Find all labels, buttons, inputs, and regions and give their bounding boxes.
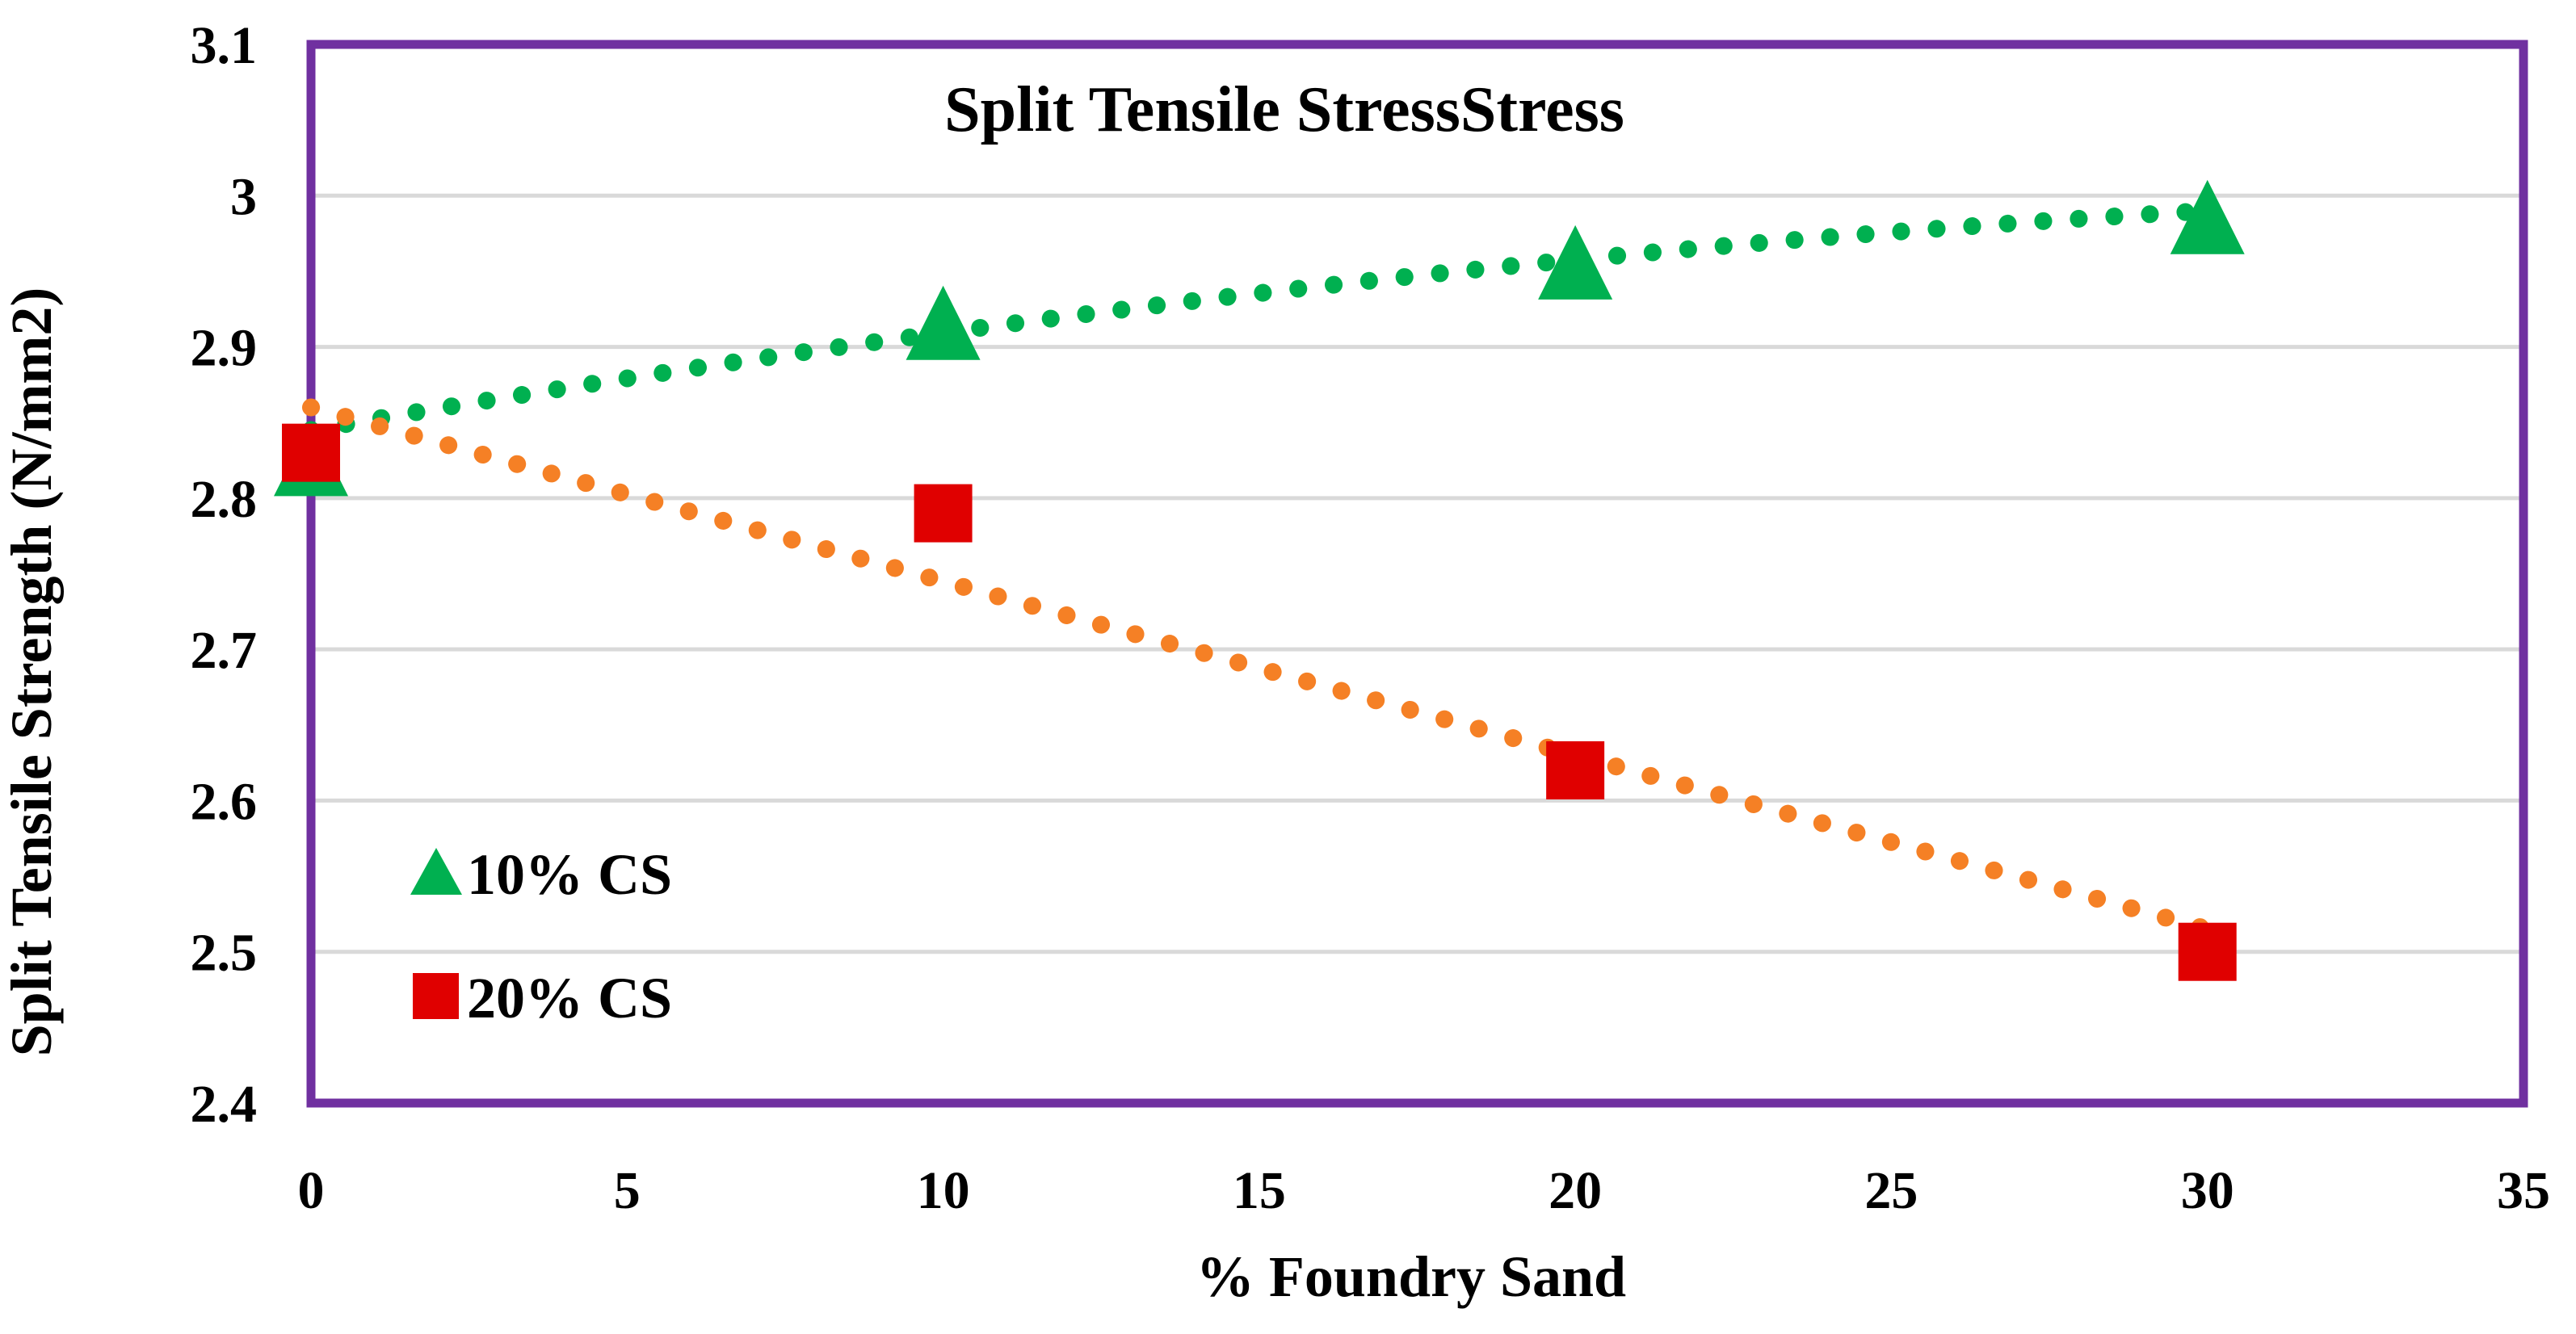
- y-tick-label-2-6: 2.6: [191, 772, 258, 831]
- x-axis-ticks: 0 5 10 15 20 25 30 35: [298, 1161, 2551, 1220]
- y-tick-label-2-8: 2.8: [191, 470, 258, 529]
- chart-title: Split Tensile StressStress: [944, 74, 1624, 145]
- x-tick-label-20: 20: [1549, 1161, 1602, 1220]
- trendline-10-cs: [302, 202, 2217, 439]
- marker-10-cs-x10: [906, 285, 981, 360]
- y-tick-label-2-7: 2.7: [191, 621, 258, 680]
- data-markers: [274, 179, 2245, 981]
- marker-10-cs-x20: [1538, 224, 1613, 300]
- y-axis-ticks: 2.4 2.5 2.6 2.7 2.8 2.9 3 3.1: [191, 16, 258, 1134]
- marker-20-cs-x30: [2178, 922, 2237, 981]
- legend: 10% CS 20% CS: [410, 842, 672, 1030]
- x-tick-label-15: 15: [1233, 1161, 1286, 1220]
- gridlines: [311, 42, 2523, 1105]
- legend-label-20cs: 20% CS: [467, 966, 672, 1030]
- y-tick-label-2-4: 2.4: [191, 1075, 258, 1134]
- x-tick-label-25: 25: [1864, 1161, 1918, 1220]
- trendline-20-cs: [302, 398, 2217, 938]
- y-tick-label-2-5: 2.5: [191, 924, 258, 983]
- trendlines: [302, 202, 2217, 938]
- marker-20-cs-x20: [1546, 740, 1605, 799]
- marker-20-cs-x0: [282, 423, 340, 482]
- x-axis-title: % Foundry Sand: [1196, 1244, 1626, 1309]
- legend-marker-20cs: [413, 973, 459, 1019]
- plot-area-border: [306, 40, 2528, 1108]
- y-axis-title: Split Tensile Strength (N/mm2): [0, 287, 64, 1057]
- x-tick-label-0: 0: [298, 1161, 325, 1220]
- legend-label-10cs: 10% CS: [467, 842, 672, 907]
- x-tick-label-30: 30: [2181, 1161, 2234, 1220]
- legend-marker-10cs: [410, 848, 462, 895]
- x-tick-label-35: 35: [2497, 1161, 2550, 1220]
- y-tick-label-3-1: 3.1: [191, 16, 258, 75]
- y-tick-label-3: 3: [230, 167, 257, 226]
- marker-10-cs-x30: [2170, 179, 2245, 254]
- x-tick-label-10: 10: [917, 1161, 970, 1220]
- x-tick-label-5: 5: [614, 1161, 641, 1220]
- marker-20-cs-x10: [914, 484, 973, 543]
- y-tick-label-2-9: 2.9: [191, 319, 258, 378]
